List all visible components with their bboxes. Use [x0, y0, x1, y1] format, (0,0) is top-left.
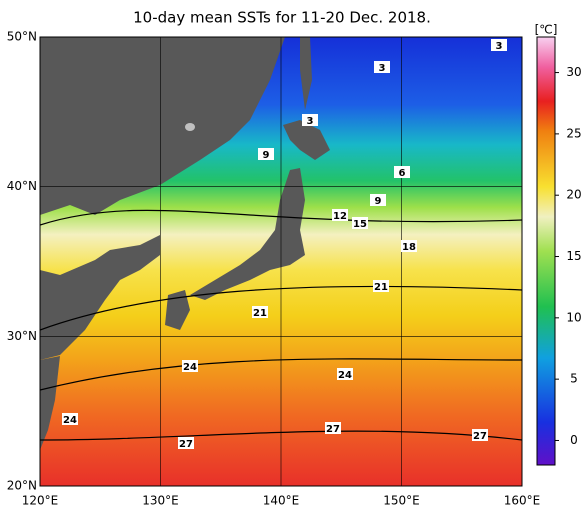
- lat-tick-label: 50°N: [7, 30, 37, 44]
- lake: [185, 123, 195, 131]
- contour-label-box: [182, 360, 198, 372]
- contour-lines: [40, 209, 522, 441]
- contour-label-box: [352, 217, 368, 229]
- contour-label: 6: [399, 168, 406, 179]
- contour-label-box: [302, 114, 318, 126]
- contour-label: 27: [473, 431, 487, 442]
- contour-label: 9: [375, 196, 382, 207]
- land-taiwan: [40, 380, 50, 425]
- lat-tick-label: 30°N: [7, 329, 37, 343]
- contour-labels: 3 3 3 9 6 9 12 15 18 21 21 24 24 24 27 27 27: [62, 39, 507, 450]
- contour-label: 24: [183, 362, 197, 373]
- contour-label: 24: [338, 370, 352, 381]
- colorbar-tick-label: 5: [570, 372, 578, 386]
- land-sakhalin: [300, 37, 312, 110]
- contour-label-box: [325, 422, 341, 434]
- contour-label: 24: [63, 415, 77, 426]
- graticule: [40, 37, 522, 486]
- map-area: 3 3 3 9 6 9 12 15 18 21 21 24 24 24 27 27 27: [40, 37, 522, 486]
- contour-label-box: [394, 166, 410, 178]
- contour-label: 27: [179, 439, 193, 450]
- contour-label: 21: [253, 308, 267, 319]
- land-china-coast: [40, 356, 60, 450]
- contour-label: 9: [263, 150, 270, 161]
- colorbar-tick-label: 15: [566, 249, 581, 263]
- contour-label: 21: [374, 282, 388, 293]
- colorbar-tick-label: 30: [566, 65, 581, 79]
- land-asia: [40, 37, 285, 215]
- contour-label-box: [252, 306, 268, 318]
- land-honshu: [190, 168, 305, 300]
- title: 10-day mean SSTs for 11-20 Dec. 2018.: [133, 9, 431, 27]
- contour-label-box: [472, 429, 488, 441]
- contour-label-box: [374, 61, 390, 73]
- contour-label: 3: [379, 63, 386, 74]
- contour-label: 15: [353, 219, 367, 230]
- map-frame: [39, 36, 523, 487]
- contour-label: 3: [307, 116, 314, 127]
- contour-label: 27: [326, 424, 340, 435]
- land-kyushu: [165, 290, 190, 330]
- lon-tick-label: 150°E: [383, 494, 420, 508]
- contour-label-box: [62, 413, 78, 425]
- contour-label-box: [258, 148, 274, 160]
- land-korea-china: [40, 235, 160, 360]
- colorbar-unit: [℃]: [535, 23, 558, 37]
- contour-label-box: [332, 209, 348, 221]
- lat-tick-label: 20°N: [7, 479, 37, 493]
- colorbar-tick-label: 10: [566, 310, 581, 324]
- lat-tick-label: 40°N: [7, 179, 37, 193]
- contour-label-box: [337, 368, 353, 380]
- contour-label-box: [178, 437, 194, 449]
- colorbar-tick-label: 20: [566, 188, 581, 202]
- contour-label-box: [401, 240, 417, 252]
- lon-tick-label: 120°E: [22, 494, 59, 508]
- contour-label: 12: [333, 211, 347, 222]
- lon-tick-label: 140°E: [263, 494, 300, 508]
- contour-label: 18: [402, 242, 416, 253]
- contour-label-box: [370, 194, 386, 206]
- contour-label: 3: [496, 41, 503, 52]
- contour-label-box: [491, 39, 507, 51]
- colorbar: [536, 36, 556, 466]
- lon-tick-label: 160°E: [504, 494, 541, 508]
- land-hokkaido: [283, 120, 330, 160]
- contour-label-box: [373, 280, 389, 292]
- lon-tick-label: 130°E: [142, 494, 179, 508]
- colorbar-tick-label: 0: [570, 433, 578, 447]
- colorbar-tick-label: 25: [566, 126, 581, 140]
